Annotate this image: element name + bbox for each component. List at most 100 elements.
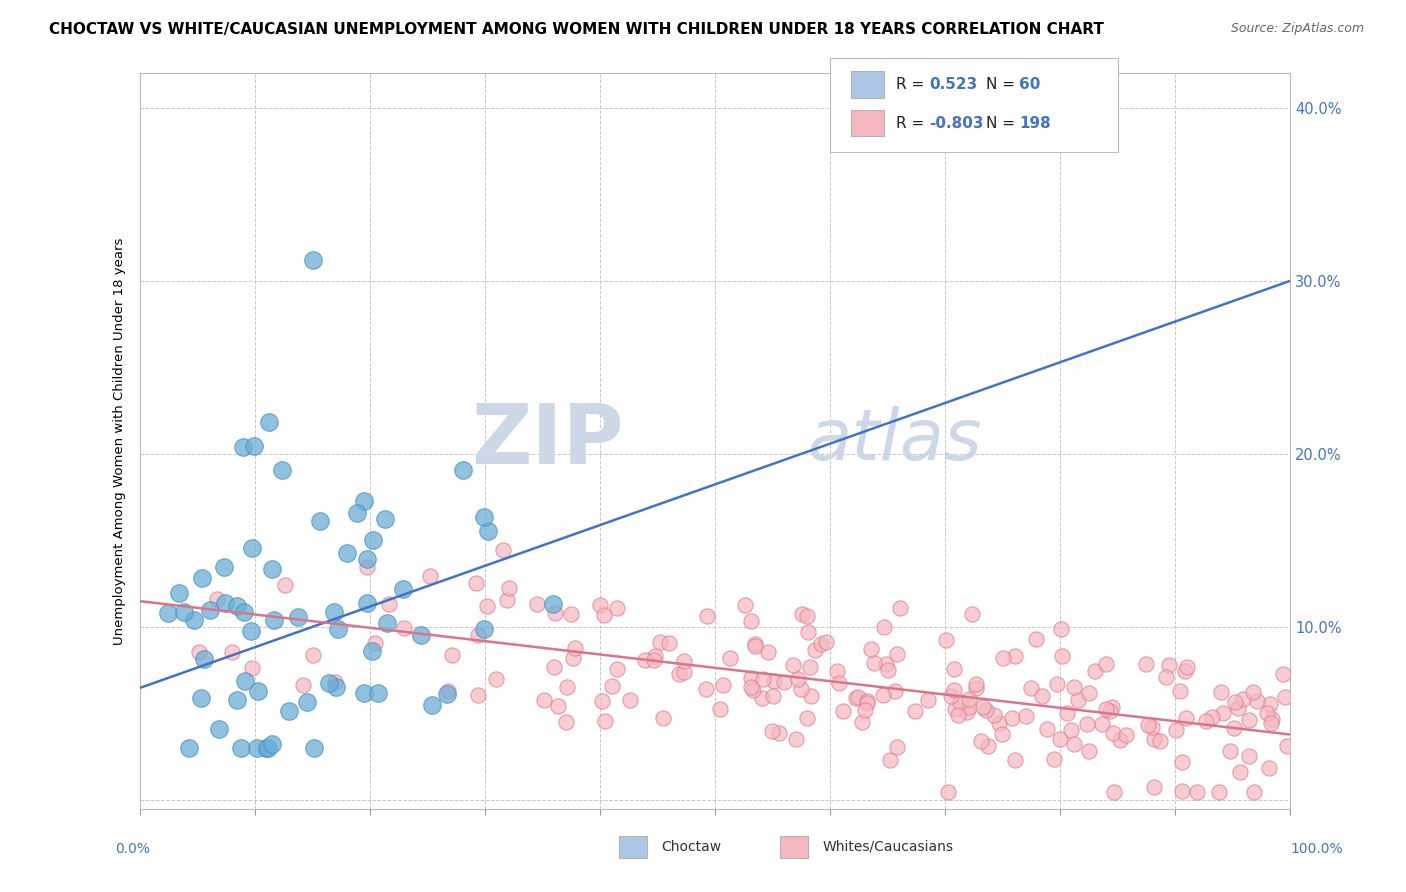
Point [1260,713,1282,727]
Point [1166,723,1188,737]
Point [751,672,773,686]
Point [1098,705,1121,719]
Point [1095,657,1118,672]
Point [257,741,280,756]
Point [295,695,318,709]
Point [949,695,972,709]
Point [974,703,997,717]
Point [696,608,718,623]
Point [593,714,616,728]
Point [600,679,623,693]
Point [886,740,908,755]
Point [419,569,441,583]
Point [1246,693,1268,707]
Text: 198: 198 [1019,116,1052,130]
Point [240,660,263,674]
Point [741,683,763,698]
Point [593,607,616,622]
Text: -0.803: -0.803 [929,116,984,130]
Point [939,690,962,704]
Point [239,624,262,638]
Point [278,704,301,718]
Point [856,696,879,710]
Point [1256,706,1278,720]
Point [1102,725,1125,739]
Point [650,635,672,649]
Point [1209,685,1232,699]
Text: N =: N = [986,116,1019,130]
Point [658,636,681,650]
Point [787,672,810,686]
Point [467,628,489,642]
Point [803,642,825,657]
Point [873,620,896,634]
Point [1043,752,1066,766]
Point [356,551,378,566]
Point [772,675,794,690]
Point [936,785,959,799]
Point [591,694,613,708]
Point [247,684,270,698]
Point [1084,664,1107,678]
Point [302,252,325,267]
Point [970,733,993,747]
Point [1019,681,1042,695]
Point [177,741,200,756]
Point [718,651,741,665]
Point [1175,660,1198,674]
Point [1063,737,1085,751]
Point [1241,685,1264,699]
Point [1102,785,1125,799]
Point [831,704,853,718]
Point [877,663,900,677]
Text: Source: ZipAtlas.com: Source: ZipAtlas.com [1230,22,1364,36]
Point [1143,780,1166,794]
Point [183,613,205,627]
Point [709,702,731,716]
Point [744,636,766,650]
Point [740,615,762,629]
Point [1223,721,1246,735]
Text: 60: 60 [1019,78,1040,92]
Point [799,659,821,673]
Point [943,662,966,676]
Point [1143,732,1166,747]
Point [785,732,807,747]
Y-axis label: Unemployment Among Women with Children Under 18 years: Unemployment Among Women with Children U… [114,237,127,645]
Point [1046,677,1069,691]
Point [260,737,283,751]
Point [988,716,1011,731]
Point [1025,632,1047,646]
Point [541,597,564,611]
Point [810,637,832,651]
Point [191,571,214,585]
Point [904,704,927,718]
Point [1156,670,1178,684]
Point [1004,753,1026,767]
Point [1170,755,1192,769]
Point [193,652,215,666]
Point [762,689,785,703]
Point [1237,749,1260,764]
Point [246,741,269,756]
Point [526,597,548,611]
Point [1208,785,1230,799]
Point [225,599,247,613]
Point [853,703,876,717]
Point [498,581,520,595]
Point [378,597,401,611]
Point [477,524,499,538]
Point [1272,667,1295,681]
Point [756,645,779,659]
Point [328,622,350,636]
Point [619,693,641,707]
Text: N =: N = [986,78,1019,92]
Point [762,673,785,688]
Point [1225,695,1247,709]
Point [768,726,790,740]
Point [1091,716,1114,731]
Point [935,632,957,647]
Point [983,708,1005,723]
Point [1149,734,1171,748]
Point [1052,649,1074,664]
